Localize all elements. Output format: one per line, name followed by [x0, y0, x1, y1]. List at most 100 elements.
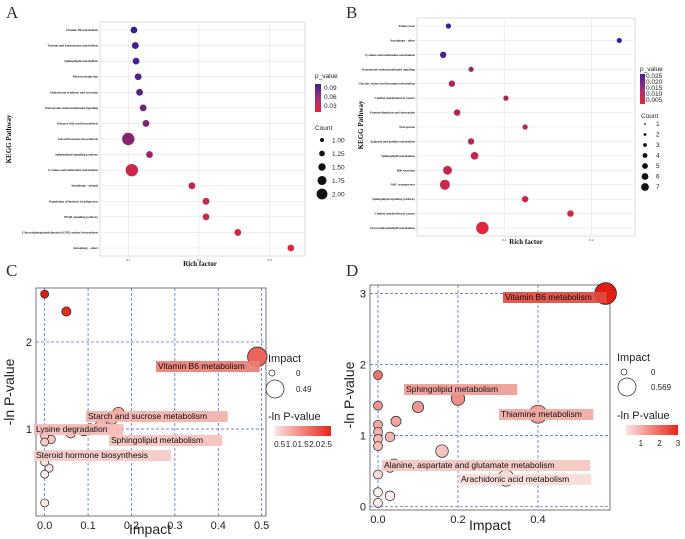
b-pathway-label: ABC transporters [390, 183, 415, 187]
d-metabolite-point [373, 441, 383, 451]
a-pathway-point [132, 57, 140, 65]
b-pathway-point [522, 124, 528, 130]
d-metabolite-point [373, 469, 383, 480]
a-x-tick-label: 0.3 [267, 258, 272, 262]
panel-c-size-legend-min: 0 [296, 369, 301, 378]
c-annotation-box [34, 424, 124, 435]
panel-d-ticks: 0.0 0.2 0.4 0 1 2 3 [360, 289, 546, 526]
a-pathway-point [146, 151, 153, 158]
panel-b-color-tick-label: 0.005 [646, 97, 663, 104]
a-pathway-point [188, 182, 196, 190]
panel-b-size-legend-label: 3 [656, 142, 660, 149]
d-metabolite-point [373, 487, 383, 498]
b-pathway-label: Glycine, serine and threonine metabolism [358, 82, 415, 86]
d-annotation-label: Alanine, aspartate and glutamate metabol… [384, 460, 555, 470]
d-metabolite-point [373, 370, 383, 380]
panel-b-size-legend-label: 2 [656, 132, 660, 139]
panel-c-color-tick-label: 1.0 [286, 440, 298, 449]
d-annotation-label: Sphingolipid metabolism [406, 384, 498, 394]
a-pathway-point [287, 244, 295, 252]
d-annotation-label: Arachidonic acid metabolism [461, 474, 569, 484]
b-pathway-point [445, 23, 451, 29]
a-pathway-label: Retrograde endocannabinoid signaling [45, 106, 98, 110]
d-metabolite-point [435, 444, 449, 458]
a-pathway-point [131, 42, 139, 49]
a-pathway-label: Taurine and hypotaurine metabolism [47, 44, 98, 48]
b-pathway-point [503, 95, 509, 101]
d-metabolite-point [373, 400, 383, 411]
panel-b-size-legend: 1 2 3 4 5 6 7 [641, 121, 660, 191]
a-pathway-label: Sphingolipid metabolism [64, 59, 98, 63]
panel-a-size-legend-dot [317, 175, 327, 186]
panel-b-pathway-labels: Endocytosis Autophagy - other Cysteine and… [358, 24, 415, 230]
panel-b-y-axis-title: KEGG Pathway [357, 100, 365, 149]
panel-b-color-tick-label: 0.020 [646, 79, 663, 86]
panel-b-size-legend-dot [642, 163, 648, 169]
b-pathway-point [448, 80, 456, 87]
panel-b-size-legend-dot [641, 173, 649, 180]
panel-a-points [122, 26, 295, 252]
panel-a-size-legend-label: 1.00 [332, 137, 345, 144]
c-annotation-label: Sphingolipid metabolism [111, 435, 203, 445]
panel-c-grid [36, 288, 266, 516]
c-annotation-label: Vitamin B6 metabolism [158, 361, 245, 371]
d-y-tick-label: 2 [360, 359, 366, 371]
a-pathway-label: Aldosterone synthesis and secretion [50, 90, 99, 94]
c-x-tick-label: 0.5 [254, 520, 269, 532]
b-pathway-point [468, 66, 474, 72]
panel-d-color-tick-label: 3 [676, 439, 681, 448]
c-metabolite-point [40, 289, 50, 299]
panel-b-size-legend-label: 7 [656, 184, 660, 191]
d-annotation-box [404, 384, 518, 395]
c-annotation-box [86, 411, 228, 422]
b-pathway-label: Retrograde endocannabinoid signaling [362, 67, 415, 71]
b-pathway-label: Sphingolipid metabolism [381, 154, 415, 158]
b-pathway-label: Arginine and proline metabolism [370, 139, 415, 143]
panel-b-size-legend-dot [643, 133, 647, 136]
a-pathway-label: PPAR signaling pathway [64, 215, 98, 219]
a-pathway-point [142, 120, 150, 127]
b-pathway-label: Choline metabolism in cancer [375, 96, 416, 100]
b-pathway-label: Choline metabolism in cancer [375, 212, 416, 216]
b-pathway-point [453, 109, 461, 116]
panel-a-color-tick-label: 0.06 [324, 94, 337, 101]
panel-d-y-axis-title: -ln P-value [341, 361, 357, 428]
panel-c: 0.0 0.1 0.2 0.3 0.4 0.5 1 2 Vitamin B6 metaboli… [1, 287, 332, 537]
a-x-tick-label: 0.2 [197, 258, 202, 262]
d-x-tick-label: 0.0 [370, 514, 385, 526]
panel-b-color-bar [640, 74, 645, 104]
panel-b-size-legend-label: 4 [656, 153, 660, 160]
panel-c-y-axis-title: -ln P-value [1, 358, 17, 425]
d-metabolite-point [373, 498, 383, 508]
panel-c-color-tick-label: 0.5 [274, 440, 286, 449]
a-pathway-point [202, 213, 210, 221]
a-pathway-point [139, 104, 147, 112]
d-y-tick-label: 1 [360, 430, 366, 442]
a-pathway-point [234, 229, 242, 236]
c-y-tick-label: 1 [26, 424, 32, 436]
b-pathway-point [439, 179, 450, 190]
c-metabolite-point [44, 463, 54, 473]
b-pathway-label: Vitamin digestion and absorption [370, 111, 416, 115]
c-annotation-label: Lysine degradation [36, 424, 108, 434]
d-annotation-label: Thiamine metabolism [501, 409, 582, 419]
panel-b-color-tick-label: 0.025 [646, 73, 663, 80]
b-pathway-label: Glycerophospholipid metabolism [370, 226, 415, 230]
panel-d-color-legend-title: -ln P-value [617, 410, 670, 422]
d-metabolite-point [384, 490, 396, 501]
b-pathway-point [521, 195, 529, 203]
b-pathway-label: Bile secretion [397, 168, 415, 172]
c-x-tick-label: 0.1 [80, 520, 95, 532]
c-annotation-box [34, 450, 171, 461]
panel-c-color-tick-label: 1.5 [297, 440, 309, 449]
d-metabolite-point [384, 431, 396, 443]
a-pathway-label: Vitamin B6 metabolism [66, 28, 98, 32]
panel-d-size-legend-large [617, 377, 637, 397]
panel-d-color-tick-label: 1 [639, 439, 644, 448]
d-annotation-label: Vitamin B6 metabolism [505, 292, 592, 302]
d-metabolite-point [390, 415, 402, 427]
panel-b-grid [417, 18, 635, 236]
c-y-tick-label: 2 [26, 337, 32, 349]
panel-c-size-legend-max: 0.49 [296, 385, 312, 394]
